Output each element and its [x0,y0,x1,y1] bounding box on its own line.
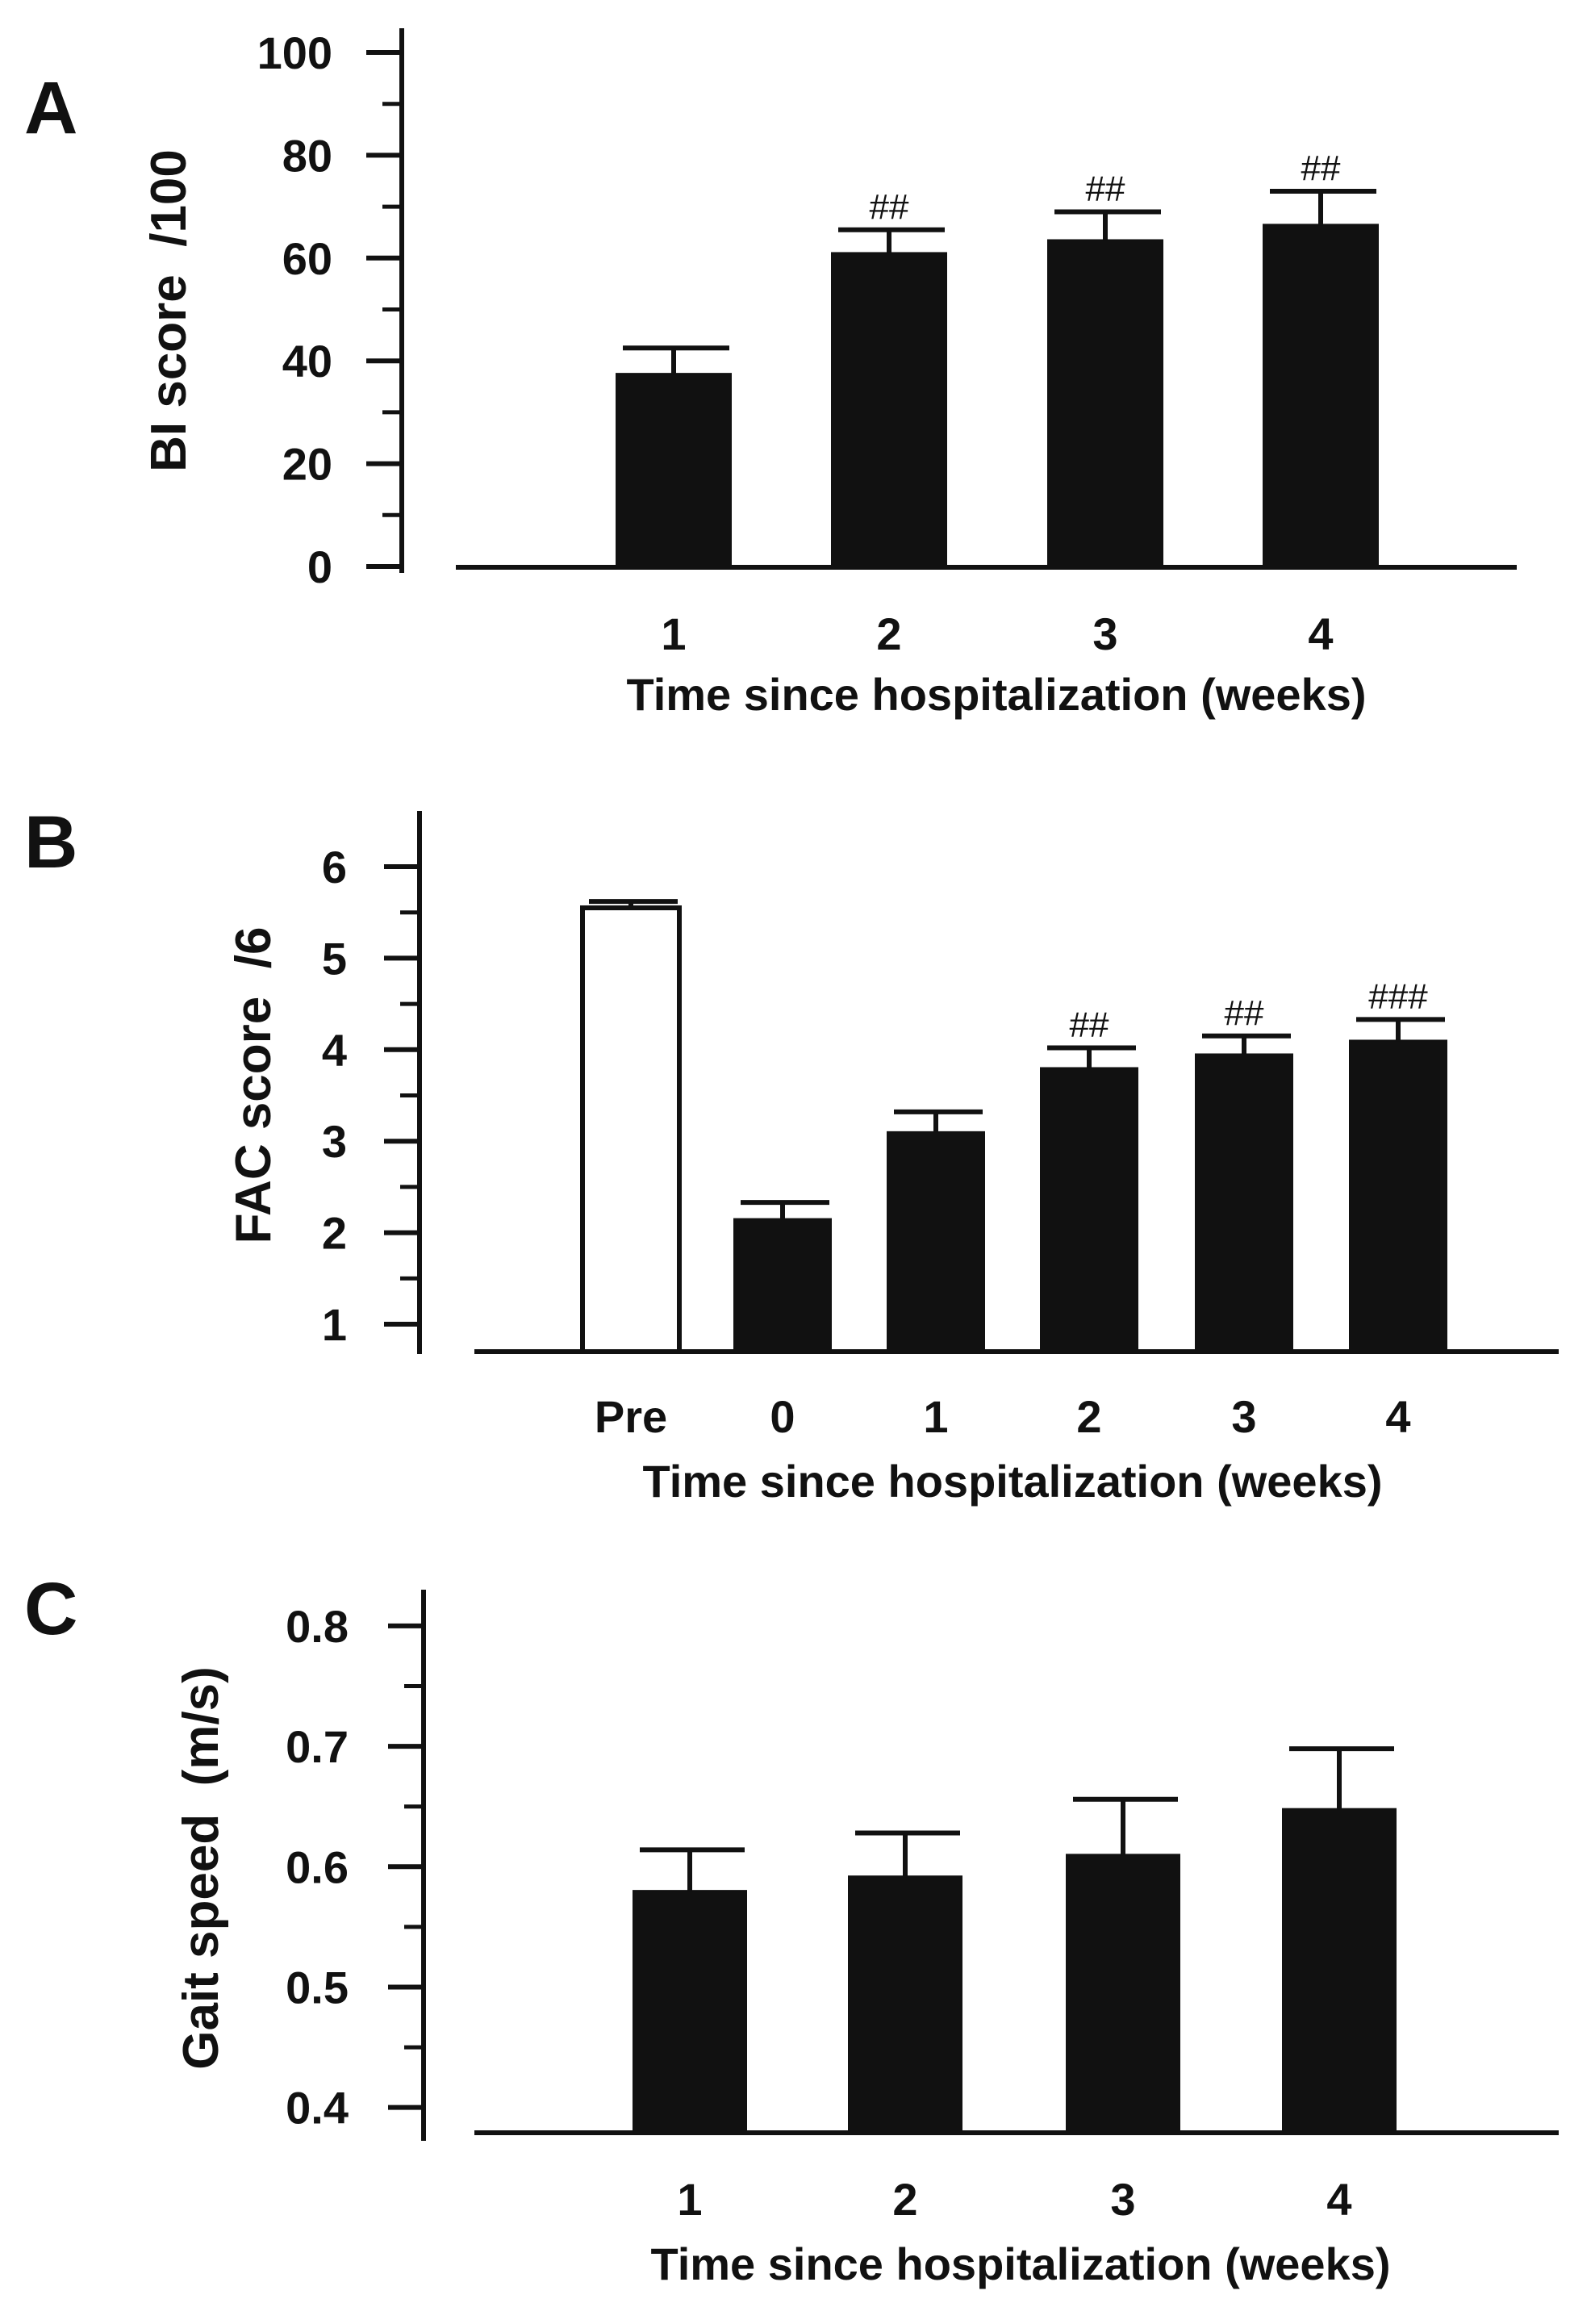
significance-marker: ## [1086,169,1125,208]
y-tick-label: 4 [322,1025,347,1076]
significance-marker: ## [1070,1005,1109,1045]
panel-label: A [24,67,77,149]
y-tick-label: 3 [322,1116,347,1167]
chart-panel-c: C 0.4 0.5 0.6 0.7 0.8 1 2 3 4 Time since hospitali… [24,1568,1559,2289]
bar [1282,1808,1397,2134]
x-tick-label: 1 [677,2174,702,2225]
bar [887,1131,985,1353]
significance-marker: ## [1225,993,1264,1033]
bar [633,1890,747,2134]
y-tick-label: 0.6 [286,1841,349,1892]
bar [1349,1039,1447,1352]
bar [848,1875,962,2134]
y-tick-label: 0.7 [286,1721,349,1772]
y-axis-title: FAC score /6 [226,927,282,1244]
bar [1066,1854,1180,2134]
y-axis-title: BI score /100 [141,149,197,472]
chart-panel-a: A 0 20 40 60 80 100 1 ## 2 ## 3 ## 4 Time since hospit… [24,27,1517,720]
panel-label: C [24,1568,77,1650]
bar [1195,1053,1293,1353]
bar [733,1218,832,1352]
significance-marker: ### [1368,976,1428,1016]
x-tick-label: 0 [770,1391,795,1442]
y-tick-label: 40 [282,336,332,387]
x-tick-label: 1 [923,1391,948,1442]
x-tick-label: 3 [1231,1391,1256,1442]
bar [1040,1067,1138,1353]
x-tick-label: 3 [1092,608,1117,659]
y-tick-label: 0 [307,541,332,592]
y-tick-label: 2 [322,1208,347,1259]
x-tick-label: 2 [1076,1391,1101,1442]
y-tick-label: 1 [322,1299,347,1350]
x-tick-label: 2 [876,608,901,659]
significance-marker: ## [870,187,909,227]
y-axis-title: Gait speed (m/s) [173,1666,229,2070]
bar [1263,224,1379,568]
x-tick-label: 3 [1110,2174,1135,2225]
y-tick-label: 5 [322,933,347,984]
x-tick-label: 2 [892,2174,917,2225]
significance-marker: ## [1301,148,1341,188]
x-axis-title: Time since hospitalization (weeks) [643,1456,1383,1507]
y-tick-label: 0.5 [286,1962,349,2013]
y-tick-label: 60 [282,233,332,284]
x-tick-label: Pre [595,1391,667,1442]
y-tick-label: 20 [282,439,332,490]
y-tick-label: 6 [322,842,347,892]
y-tick-label: 100 [257,27,332,78]
panel-label: B [24,801,77,884]
x-axis-title: Time since hospitalization (weeks) [627,669,1367,720]
x-tick-label: 4 [1326,2174,1351,2225]
bar [1047,239,1163,568]
x-axis-title: Time since hospitalization (weeks) [651,2238,1391,2289]
bar [580,905,682,1355]
y-tick-label: 0.8 [286,1601,349,1652]
x-tick-label: 1 [661,608,686,659]
bar [831,252,947,568]
y-tick-label: 80 [282,130,332,181]
bar [616,373,732,568]
x-tick-label: 4 [1385,1391,1410,1442]
y-tick-label: 0.4 [286,2083,349,2134]
x-tick-label: 4 [1308,608,1333,659]
